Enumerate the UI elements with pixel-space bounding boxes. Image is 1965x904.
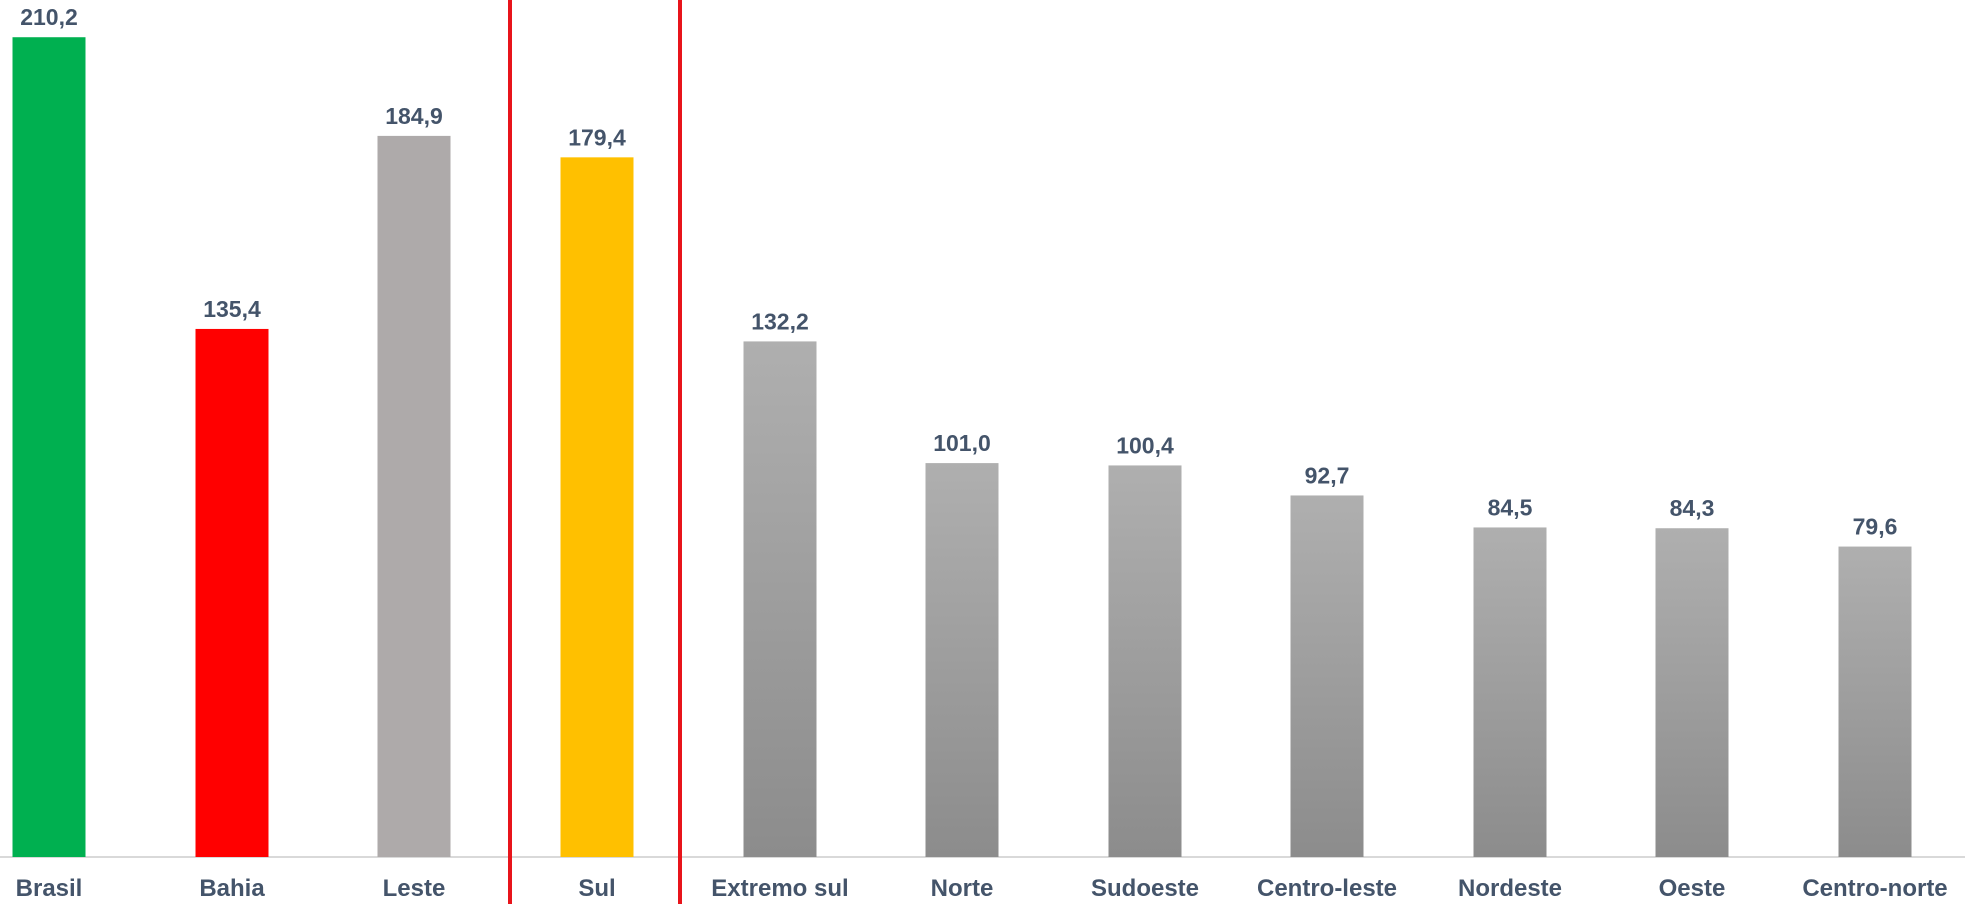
category-label-oeste: Oeste <box>1659 875 1726 902</box>
value-label-norte: 101,0 <box>933 430 991 456</box>
value-label-nordeste: 84,5 <box>1488 494 1533 520</box>
category-labels-group: Brasil Bahia Leste Sul Extremo sul Norte Sudoe… <box>16 875 1948 902</box>
bar-sudoeste <box>1108 465 1182 857</box>
highlight-box <box>508 0 682 904</box>
value-label-leste: 184,9 <box>385 103 443 129</box>
value-labels-group: 210,2 135,4 184,9 179,4 132,2 101,0 100,4 92,7 8… <box>20 4 1897 539</box>
bar-centro-leste <box>1290 495 1364 857</box>
bars-group <box>12 37 1912 858</box>
bar-nordeste <box>1473 527 1547 857</box>
category-label-sudoeste: Sudoeste <box>1091 875 1199 902</box>
bar-sul <box>560 157 634 858</box>
category-label-brasil: Brasil <box>16 875 83 902</box>
bar-leste <box>377 135 451 857</box>
category-label-centro-norte: Centro-norte <box>1802 875 1947 902</box>
category-label-norte: Norte <box>931 875 994 902</box>
bar-oeste <box>1655 528 1729 857</box>
category-label-bahia: Bahia <box>199 875 265 902</box>
category-label-centro-leste: Centro-leste <box>1257 875 1397 902</box>
value-label-sudoeste: 100,4 <box>1116 432 1174 458</box>
category-label-sul: Sul <box>578 875 615 902</box>
category-label-leste: Leste <box>383 875 446 902</box>
value-label-centro-norte: 79,6 <box>1853 514 1898 540</box>
bar-extremo-sul <box>743 341 817 857</box>
bar-bahia <box>195 328 269 857</box>
value-label-oeste: 84,3 <box>1670 495 1715 521</box>
value-label-centro-leste: 92,7 <box>1305 462 1350 488</box>
value-label-extremo-sul: 132,2 <box>751 308 809 334</box>
bar-centro-norte <box>1838 546 1912 857</box>
value-label-sul: 179,4 <box>568 124 626 150</box>
bar-brasil <box>12 37 86 858</box>
category-label-nordeste: Nordeste <box>1458 875 1562 902</box>
value-label-bahia: 135,4 <box>203 296 261 322</box>
value-label-brasil: 210,2 <box>20 4 78 30</box>
bar-norte <box>925 463 999 857</box>
category-label-extremo-sul: Extremo sul <box>711 875 848 902</box>
